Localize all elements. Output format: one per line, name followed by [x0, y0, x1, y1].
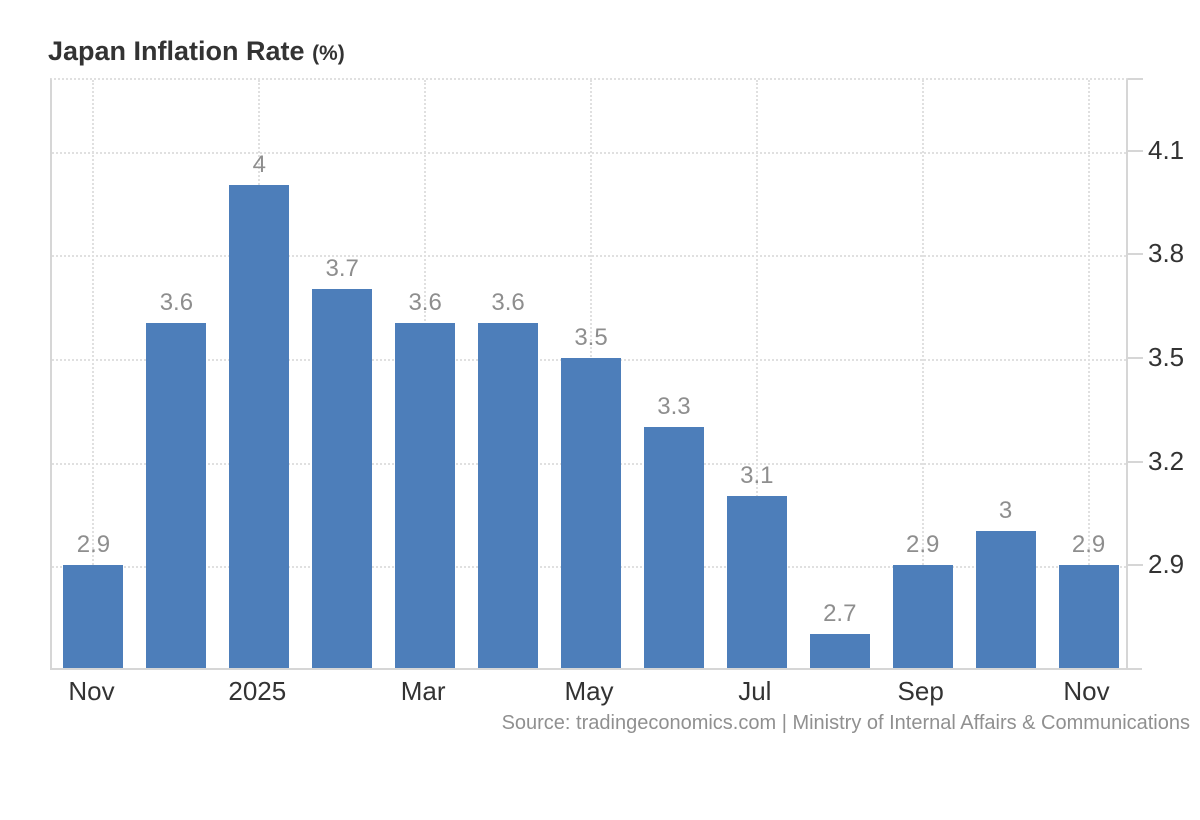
- x-tick-label: Nov: [68, 676, 115, 706]
- bar[interactable]: [229, 185, 290, 669]
- bar[interactable]: [312, 288, 373, 669]
- y-tick-mark: [1128, 253, 1143, 256]
- bar-value-label: 3.7: [325, 254, 359, 282]
- y-axis-top-tick: [1128, 78, 1143, 80]
- bar[interactable]: [809, 634, 870, 669]
- y-tick-mark: [1128, 460, 1143, 463]
- bar-value-label: 3.6: [408, 289, 442, 317]
- bar-value-label: 2.9: [76, 531, 111, 559]
- x-tick-label: Mar: [400, 676, 446, 706]
- source-text: Source: tradingeconomics.com | Ministry …: [501, 712, 1190, 734]
- gridline-vertical: [921, 80, 924, 669]
- x-tick-label: Nov: [1063, 676, 1110, 706]
- bar-value-label: 4: [252, 151, 266, 179]
- bar[interactable]: [395, 323, 456, 669]
- bar-value-label: 3: [998, 496, 1013, 524]
- x-tick-label: 2025: [228, 676, 287, 706]
- bar[interactable]: [726, 496, 787, 669]
- bar-value-label: 3.5: [574, 323, 608, 351]
- y-tick-label: 4.1: [1148, 134, 1185, 165]
- bar-value-label: 3.3: [657, 393, 691, 421]
- bar-value-label: 2.9: [906, 531, 940, 559]
- gridline-vertical: [755, 80, 758, 669]
- gridline-horizontal: [52, 151, 1126, 154]
- bar[interactable]: [1058, 565, 1119, 669]
- y-tick-label: 2.9: [1148, 549, 1185, 580]
- chart-title-text: Japan Inflation Rate: [48, 36, 305, 66]
- chart-title-unit: (%): [312, 42, 345, 65]
- bar[interactable]: [561, 357, 621, 669]
- bar-value-label: 2.9: [1071, 531, 1106, 559]
- chart-title-unit-text: (%): [312, 42, 345, 65]
- gridline-vertical: [1087, 80, 1090, 669]
- bar[interactable]: [63, 565, 124, 669]
- bar-value-label: 3.6: [491, 289, 525, 317]
- y-tick-mark: [1128, 149, 1143, 152]
- gridline-vertical: [92, 80, 95, 669]
- x-tick-label: Jul: [738, 676, 772, 706]
- bar[interactable]: [975, 530, 1036, 669]
- bar[interactable]: [478, 323, 539, 669]
- y-tick-label: 3.2: [1148, 445, 1185, 476]
- y-tick-mark: [1128, 564, 1143, 567]
- x-axis-line: [50, 668, 1142, 670]
- plot-area: 2.9 3.6 4 3.7 3.6 3.6 3.5 3.3 3.1 2.7 2.9 3 2.9: [50, 78, 1128, 669]
- x-tick-label: May: [564, 676, 614, 706]
- bar[interactable]: [892, 565, 953, 669]
- x-tick-label: Sep: [897, 676, 944, 706]
- gridline-horizontal: [52, 255, 1126, 258]
- bar[interactable]: [146, 323, 207, 669]
- y-tick-label: 3.8: [1148, 238, 1185, 269]
- chart-title: Japan Inflation Rate (%): [48, 36, 345, 67]
- bar-value-label: 3.6: [159, 289, 194, 317]
- y-tick-label: 3.5: [1148, 341, 1185, 372]
- y-tick-mark: [1128, 356, 1143, 359]
- bar-value-label: 2.7: [823, 600, 857, 628]
- bar-value-label: 3.1: [740, 462, 774, 490]
- bar[interactable]: [643, 427, 704, 669]
